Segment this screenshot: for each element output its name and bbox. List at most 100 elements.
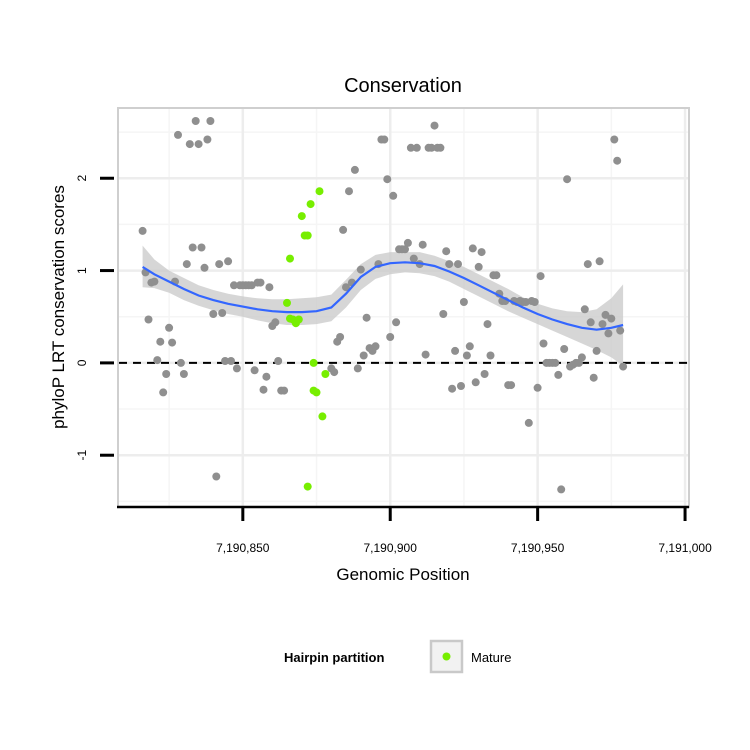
point-other bbox=[156, 337, 165, 346]
point-other bbox=[342, 283, 350, 292]
plot-panel bbox=[117, 107, 690, 508]
point-other bbox=[256, 278, 265, 287]
point-other bbox=[451, 346, 460, 355]
point-other bbox=[265, 283, 274, 292]
point-other bbox=[259, 385, 268, 394]
point-other bbox=[468, 244, 477, 253]
legend-title: Hairpin partition bbox=[284, 650, 384, 665]
point-mature bbox=[318, 412, 327, 421]
y-axis: -1 0 1 2 bbox=[75, 175, 114, 461]
point-other bbox=[227, 357, 235, 365]
point-other bbox=[153, 356, 162, 365]
point-other bbox=[383, 175, 392, 184]
point-other bbox=[280, 386, 289, 395]
point-other bbox=[271, 318, 280, 327]
point-other bbox=[406, 143, 415, 152]
y-axis-label: phyloP LRT conservation scores bbox=[49, 185, 68, 429]
point-other bbox=[200, 263, 209, 272]
x-tick-label: 7,190,900 bbox=[364, 541, 418, 555]
point-other bbox=[619, 362, 628, 371]
point-other bbox=[439, 310, 448, 318]
point-other bbox=[557, 485, 566, 494]
point-other bbox=[176, 358, 185, 367]
point-other bbox=[401, 245, 409, 254]
point-other bbox=[359, 351, 368, 360]
point-other bbox=[448, 384, 457, 393]
point-other bbox=[403, 238, 412, 247]
point-other bbox=[179, 370, 188, 378]
point-other bbox=[492, 271, 501, 280]
x-axis-label: Genomic Position bbox=[336, 565, 469, 584]
point-other bbox=[436, 143, 445, 152]
point-other bbox=[168, 338, 177, 347]
smooth-line-layer bbox=[142, 261, 624, 331]
point-mature bbox=[283, 298, 291, 307]
point-mature bbox=[309, 358, 318, 367]
legend-label-mature: Mature bbox=[471, 650, 511, 665]
point-other bbox=[174, 130, 182, 139]
point-other bbox=[350, 165, 359, 174]
x-tick-label: 7,190,950 bbox=[511, 541, 565, 555]
point-other bbox=[604, 329, 613, 338]
point-other bbox=[524, 418, 533, 427]
point-other bbox=[430, 121, 439, 130]
x-tick-label: 7,190,850 bbox=[216, 541, 270, 555]
point-other bbox=[454, 260, 462, 269]
point-other bbox=[262, 372, 271, 381]
point-other bbox=[206, 117, 215, 125]
point-other bbox=[551, 358, 560, 367]
point-other bbox=[191, 117, 200, 125]
point-other bbox=[583, 260, 592, 269]
point-other bbox=[580, 305, 589, 314]
legend-key-mature bbox=[442, 652, 451, 661]
point-other bbox=[462, 351, 471, 360]
point-other bbox=[144, 315, 153, 324]
point-other bbox=[601, 310, 610, 319]
point-other bbox=[250, 366, 259, 375]
point-other bbox=[203, 135, 212, 144]
point-other bbox=[380, 135, 389, 144]
point-mature bbox=[321, 370, 330, 378]
point-other bbox=[533, 383, 542, 392]
point-other bbox=[418, 240, 427, 249]
point-other bbox=[589, 373, 598, 382]
point-other bbox=[530, 298, 539, 306]
point-other bbox=[477, 248, 486, 257]
point-other bbox=[150, 277, 159, 286]
point-other bbox=[486, 351, 495, 360]
point-other bbox=[392, 318, 401, 327]
point-other bbox=[194, 140, 203, 149]
point-other bbox=[595, 257, 604, 266]
point-other bbox=[536, 272, 545, 281]
point-other bbox=[345, 187, 353, 196]
point-other bbox=[371, 342, 380, 351]
point-other bbox=[159, 388, 168, 397]
point-other bbox=[474, 262, 483, 271]
point-other bbox=[221, 357, 230, 365]
point-other bbox=[480, 370, 489, 378]
y-tick-label: 1 bbox=[75, 267, 89, 274]
point-other bbox=[507, 381, 516, 390]
x-tick-label: 7,191,000 bbox=[658, 541, 712, 555]
point-other bbox=[560, 345, 569, 353]
point-other bbox=[554, 370, 563, 379]
point-other bbox=[230, 281, 238, 290]
point-other bbox=[442, 247, 451, 256]
point-other bbox=[218, 309, 227, 317]
point-other bbox=[197, 243, 206, 252]
point-other bbox=[212, 472, 221, 481]
point-other bbox=[162, 370, 171, 378]
point-mature bbox=[297, 212, 306, 221]
x-axis: 7,190,850 7,190,900 7,190,950 7,191,000 bbox=[117, 505, 712, 555]
point-other bbox=[188, 243, 197, 252]
point-other bbox=[138, 226, 147, 235]
point-other bbox=[165, 323, 174, 332]
point-other bbox=[607, 314, 616, 323]
point-other bbox=[613, 156, 622, 165]
point-other bbox=[362, 313, 371, 322]
point-mature bbox=[294, 315, 303, 324]
point-other bbox=[336, 333, 345, 341]
point-other bbox=[356, 265, 365, 274]
point-other bbox=[274, 357, 283, 365]
